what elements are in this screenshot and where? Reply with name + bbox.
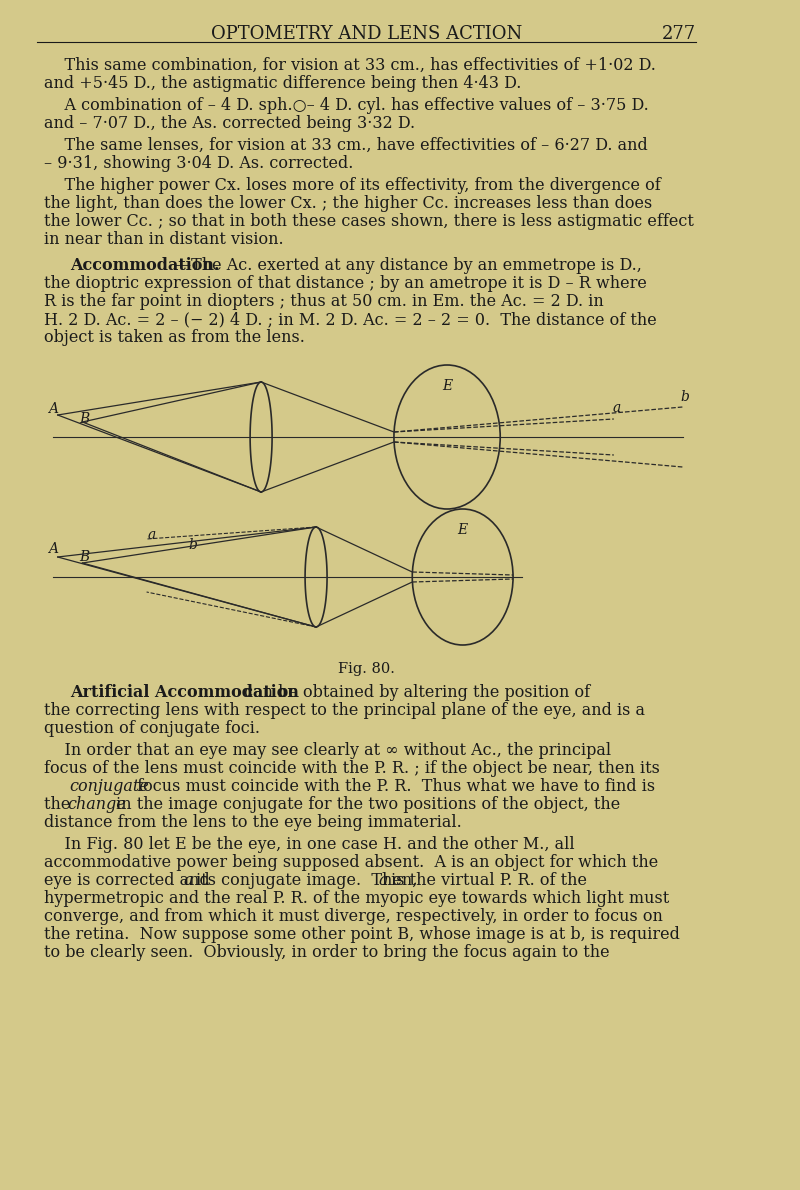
Text: a: a xyxy=(613,401,621,415)
Text: 277: 277 xyxy=(662,25,696,43)
Text: In order that an eye may see clearly at ∞ without Ac., the principal: In order that an eye may see clearly at … xyxy=(44,743,611,759)
Text: a: a xyxy=(147,528,155,541)
Text: A: A xyxy=(49,402,58,416)
Text: E: E xyxy=(442,378,452,393)
Text: Artificial Accommodation: Artificial Accommodation xyxy=(70,684,298,701)
Text: b: b xyxy=(680,390,689,403)
Text: a: a xyxy=(183,872,193,889)
Text: E: E xyxy=(458,522,468,537)
Text: eye is corrected and: eye is corrected and xyxy=(44,872,215,889)
Text: b: b xyxy=(188,538,197,552)
Text: H. 2 D. Ac. = 2 – (− 2) 4 D. ; in M. 2 D. Ac. = 2 – 2 = 0.  The distance of the: H. 2 D. Ac. = 2 – (− 2) 4 D. ; in M. 2 D… xyxy=(44,311,657,328)
Text: The same lenses, for vision at 33 cm., have effectivities of – 6·27 D. and: The same lenses, for vision at 33 cm., h… xyxy=(44,137,648,154)
Text: change: change xyxy=(68,796,126,813)
Text: B: B xyxy=(78,550,89,564)
Text: its conjugate image.  Then,: its conjugate image. Then, xyxy=(190,872,422,889)
Text: in near than in distant vision.: in near than in distant vision. xyxy=(44,231,284,248)
Text: focus of the lens must coincide with the P. R. ; if the object be near, then its: focus of the lens must coincide with the… xyxy=(44,760,660,777)
Text: the lower Cc. ; so that in both these cases shown, there is less astigmatic effe: the lower Cc. ; so that in both these ca… xyxy=(44,213,694,230)
Text: object is taken as from the lens.: object is taken as from the lens. xyxy=(44,328,305,346)
Text: A combination of – 4 D. sph.○– 4 D. cyl. has effective values of – 3·75 D.: A combination of – 4 D. sph.○– 4 D. cyl.… xyxy=(44,98,649,114)
Text: hypermetropic and the real P. R. of the myopic eye towards which light must: hypermetropic and the real P. R. of the … xyxy=(44,890,670,907)
Text: In Fig. 80 let E be the eye, in one case H. and the other M., all: In Fig. 80 let E be the eye, in one case… xyxy=(44,837,574,853)
Text: and +5·45 D., the astigmatic difference being then 4·43 D.: and +5·45 D., the astigmatic difference … xyxy=(44,75,522,92)
Text: – 9·31, showing 3·04 D. As. corrected.: – 9·31, showing 3·04 D. As. corrected. xyxy=(44,155,354,173)
Text: This same combination, for vision at 33 cm., has effectivities of +1·02 D.: This same combination, for vision at 33 … xyxy=(44,57,656,74)
Text: the retina.  Now suppose some other point B, whose image is at b, is required: the retina. Now suppose some other point… xyxy=(44,926,680,942)
Text: conjugate: conjugate xyxy=(70,778,150,795)
Text: and – 7·07 D., the As. corrected being 3·32 D.: and – 7·07 D., the As. corrected being 3… xyxy=(44,115,415,132)
Text: the light, than does the lower Cx. ; the higher Cc. increases less than does: the light, than does the lower Cx. ; the… xyxy=(44,195,652,212)
Text: the dioptric expression of that distance ; by an ametrope it is D – R where: the dioptric expression of that distance… xyxy=(44,275,647,292)
Text: distance from the lens to the eye being immaterial.: distance from the lens to the eye being … xyxy=(44,814,462,831)
Text: B: B xyxy=(78,412,89,426)
Text: Accommodation.: Accommodation. xyxy=(70,257,219,274)
Text: in the image conjugate for the two positions of the object, the: in the image conjugate for the two posit… xyxy=(111,796,620,813)
Text: A: A xyxy=(49,541,58,556)
Text: can be obtained by altering the position of: can be obtained by altering the position… xyxy=(239,684,590,701)
Text: R is the far point in diopters ; thus at 50 cm. in Em. the Ac. = 2 D. in: R is the far point in diopters ; thus at… xyxy=(44,293,604,311)
Text: focus must coincide with the P. R.  Thus what we have to find is: focus must coincide with the P. R. Thus … xyxy=(132,778,655,795)
Text: the: the xyxy=(44,796,75,813)
Text: the correcting lens with respect to the principal plane of the eye, and is a: the correcting lens with respect to the … xyxy=(44,702,645,719)
Text: is the virtual P. R. of the: is the virtual P. R. of the xyxy=(386,872,586,889)
Text: to be clearly seen.  Obviously, in order to bring the focus again to the: to be clearly seen. Obviously, in order … xyxy=(44,944,610,962)
Text: The higher power Cx. loses more of its effectivity, from the divergence of: The higher power Cx. loses more of its e… xyxy=(44,177,661,194)
Text: a: a xyxy=(378,872,388,889)
Text: Fig. 80.: Fig. 80. xyxy=(338,662,395,676)
Text: —The Ac. exerted at any distance by an emmetrope is D.,: —The Ac. exerted at any distance by an e… xyxy=(175,257,642,274)
Text: question of conjugate foci.: question of conjugate foci. xyxy=(44,720,260,737)
Text: accommodative power being supposed absent.  A is an object for which the: accommodative power being supposed absen… xyxy=(44,854,658,871)
Text: converge, and from which it must diverge, respectively, in order to focus on: converge, and from which it must diverge… xyxy=(44,908,663,925)
Text: OPTOMETRY AND LENS ACTION: OPTOMETRY AND LENS ACTION xyxy=(211,25,522,43)
